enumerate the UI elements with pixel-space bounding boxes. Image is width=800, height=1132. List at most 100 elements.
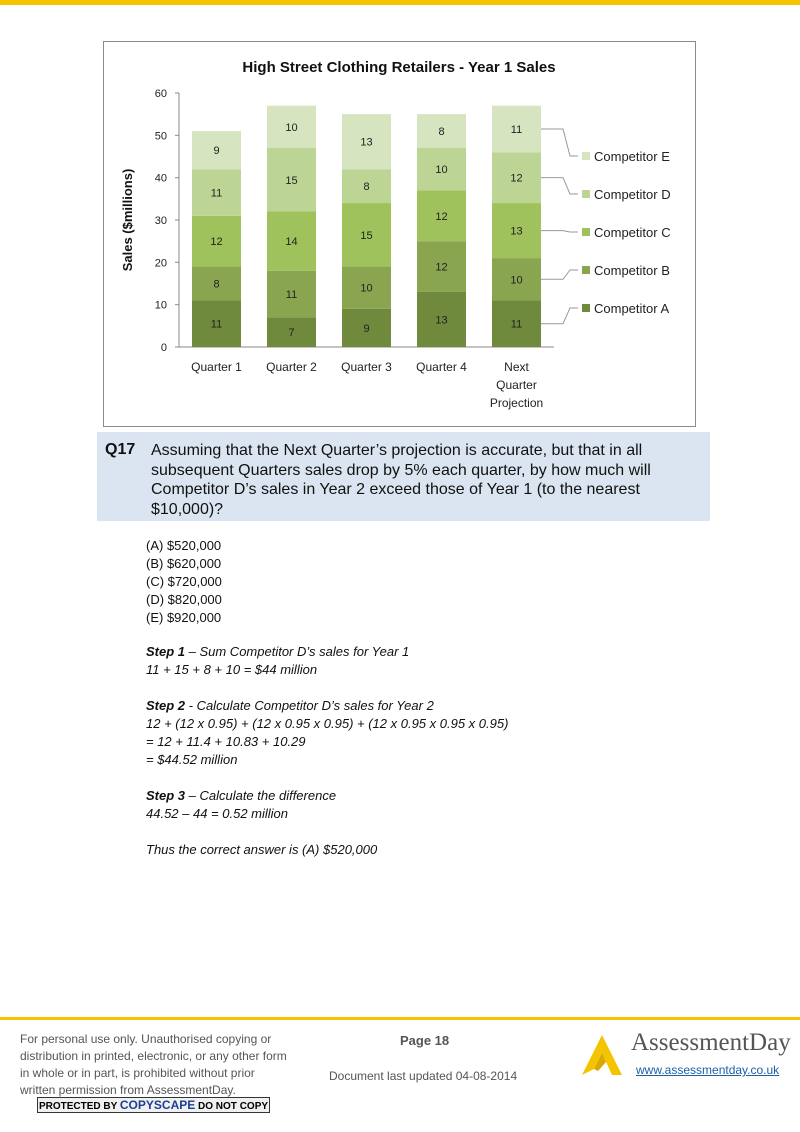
y-tick-label: 50 [155, 130, 167, 142]
data-label: 11 [511, 319, 522, 331]
legend-entry: Competitor A [594, 301, 669, 316]
step3-label: Step 3 [146, 788, 186, 803]
copyright-notice: For personal use only. Unauthorised copy… [20, 1032, 287, 1097]
bar-segment [267, 105, 316, 149]
data-label: 8 [213, 279, 219, 291]
data-label: 7 [288, 327, 294, 339]
x-tick-label: Quarter 2 [266, 360, 317, 374]
page-number: Page 18 [400, 1033, 450, 1048]
brand-url-link[interactable]: www.assessmentday.co.uk [636, 1063, 780, 1077]
data-label: 12 [435, 211, 447, 223]
answer-option-e: (E) $920,000 [146, 610, 222, 625]
answer-option-d: (D) $820,000 [146, 592, 222, 607]
legend-leader-line [541, 128, 578, 157]
bar-segment [342, 114, 391, 170]
step3-calc: 44.52 – 44 = 0.52 million [146, 806, 289, 821]
x-tick-label: Quarter 3 [341, 360, 392, 374]
data-label: 15 [285, 175, 297, 187]
data-label: 13 [510, 226, 522, 238]
y-tick-label: 20 [155, 257, 167, 269]
bar-segment [342, 308, 391, 347]
legend-leader-line [541, 307, 578, 325]
bar-segment [267, 317, 316, 347]
copyscape-pre: PROTECTED BY [38, 1101, 120, 1112]
brand-name: AssessmentDay [631, 1029, 791, 1056]
data-label: 15 [360, 230, 372, 242]
data-label: 10 [510, 274, 522, 286]
data-label: 14 [285, 236, 297, 248]
legend-entry: Competitor B [594, 263, 670, 278]
footer-accent-rule [0, 1017, 800, 1020]
data-label: 12 [510, 173, 522, 185]
step3-title: – Calculate the difference [185, 788, 337, 803]
legend-leader-line [541, 230, 578, 233]
legend-swatch [582, 228, 590, 236]
bar-segment [417, 148, 466, 191]
step2-title: - Calculate Competitor D’s sales for Yea… [185, 698, 434, 713]
answer-options: (A) $520,000 (B) $620,000 (C) $720,000 (… [146, 537, 222, 627]
copyscape-post: DO NOT COPY [195, 1101, 269, 1112]
bar-segment [492, 105, 541, 153]
step1-heading: Step 1 – Sum Competitor D’s sales for Ye… [146, 643, 508, 661]
data-label: 9 [363, 323, 369, 335]
answer-option-a: (A) $520,000 [146, 538, 222, 553]
data-label: 13 [360, 137, 372, 149]
step1-calc: 11 + 15 + 8 + 10 = $44 million [146, 662, 318, 677]
legend-swatch [582, 190, 590, 198]
data-label: 11 [211, 187, 222, 199]
chart-title: High Street Clothing Retailers - Year 1 … [242, 59, 555, 76]
bar-segment [492, 203, 541, 259]
bar-segment [192, 266, 241, 301]
bar-segment [492, 152, 541, 204]
step1-title: – Sum Competitor D’s sales for Year 1 [185, 644, 410, 659]
legend-swatch [582, 152, 590, 160]
bar-segment [342, 169, 391, 204]
chart-canvas: High Street Clothing Retailers - Year 1 … [120, 59, 671, 410]
conclusion: Thus the correct answer is (A) $520,000 [146, 842, 378, 857]
bar-segment [192, 131, 241, 170]
legend-entry: Competitor C [594, 225, 671, 240]
data-label: 8 [363, 181, 369, 193]
copyscape-brand: COPYSCAPE [119, 1098, 196, 1112]
x-tick-label: Projection [490, 396, 543, 410]
bar-segment [417, 114, 466, 149]
x-tick-label: Quarter 4 [416, 360, 467, 374]
legend-leader-line [541, 269, 578, 280]
step2-heading: Step 2 - Calculate Competitor D’s sales … [146, 697, 508, 715]
y-tick-label: 60 [155, 88, 167, 100]
bar-segment [342, 266, 391, 309]
bar-segment [417, 190, 466, 242]
top-accent-rule [0, 0, 800, 5]
question-text: Assuming that the Next Quarter’s project… [151, 442, 651, 518]
data-label: 11 [511, 124, 522, 136]
data-label: 12 [435, 262, 447, 274]
data-label: 10 [435, 164, 447, 176]
legend-entry: Competitor D [594, 187, 671, 202]
bar-segment [342, 203, 391, 267]
data-label: 10 [285, 122, 297, 134]
question-box: Q17 Assuming that the Next Quarter’s pro… [97, 432, 710, 521]
x-tick-label: Next [504, 360, 529, 374]
stacked-bar-chart: High Street Clothing Retailers - Year 1 … [103, 41, 696, 427]
bar-segment [417, 291, 466, 347]
step2-calc-3: = $44.52 million [146, 752, 238, 767]
y-tick-label: 40 [155, 173, 167, 185]
worked-solution: Step 1 – Sum Competitor D’s sales for Ye… [146, 643, 508, 859]
bar-segment [192, 169, 241, 216]
data-label: 12 [210, 236, 222, 248]
y-tick-label: 10 [155, 300, 167, 312]
step1-label: Step 1 [146, 644, 186, 659]
bar-segment [492, 258, 541, 301]
legend-swatch [582, 266, 590, 274]
bar-segment [267, 148, 316, 212]
y-tick-label: 0 [161, 342, 167, 354]
assessmentday-logo-icon [582, 1035, 622, 1075]
bar-segment [417, 241, 466, 292]
question-number: Q17 [105, 441, 136, 458]
bar-segment [492, 300, 541, 347]
answer-option-c: (C) $720,000 [146, 574, 222, 589]
bar-segment [192, 300, 241, 347]
y-tick-label: 30 [155, 215, 167, 227]
x-tick-label: Quarter 1 [191, 360, 242, 374]
copyscape-badge[interactable]: PROTECTED BY COPYSCAPE DO NOT COPY [37, 1097, 270, 1113]
